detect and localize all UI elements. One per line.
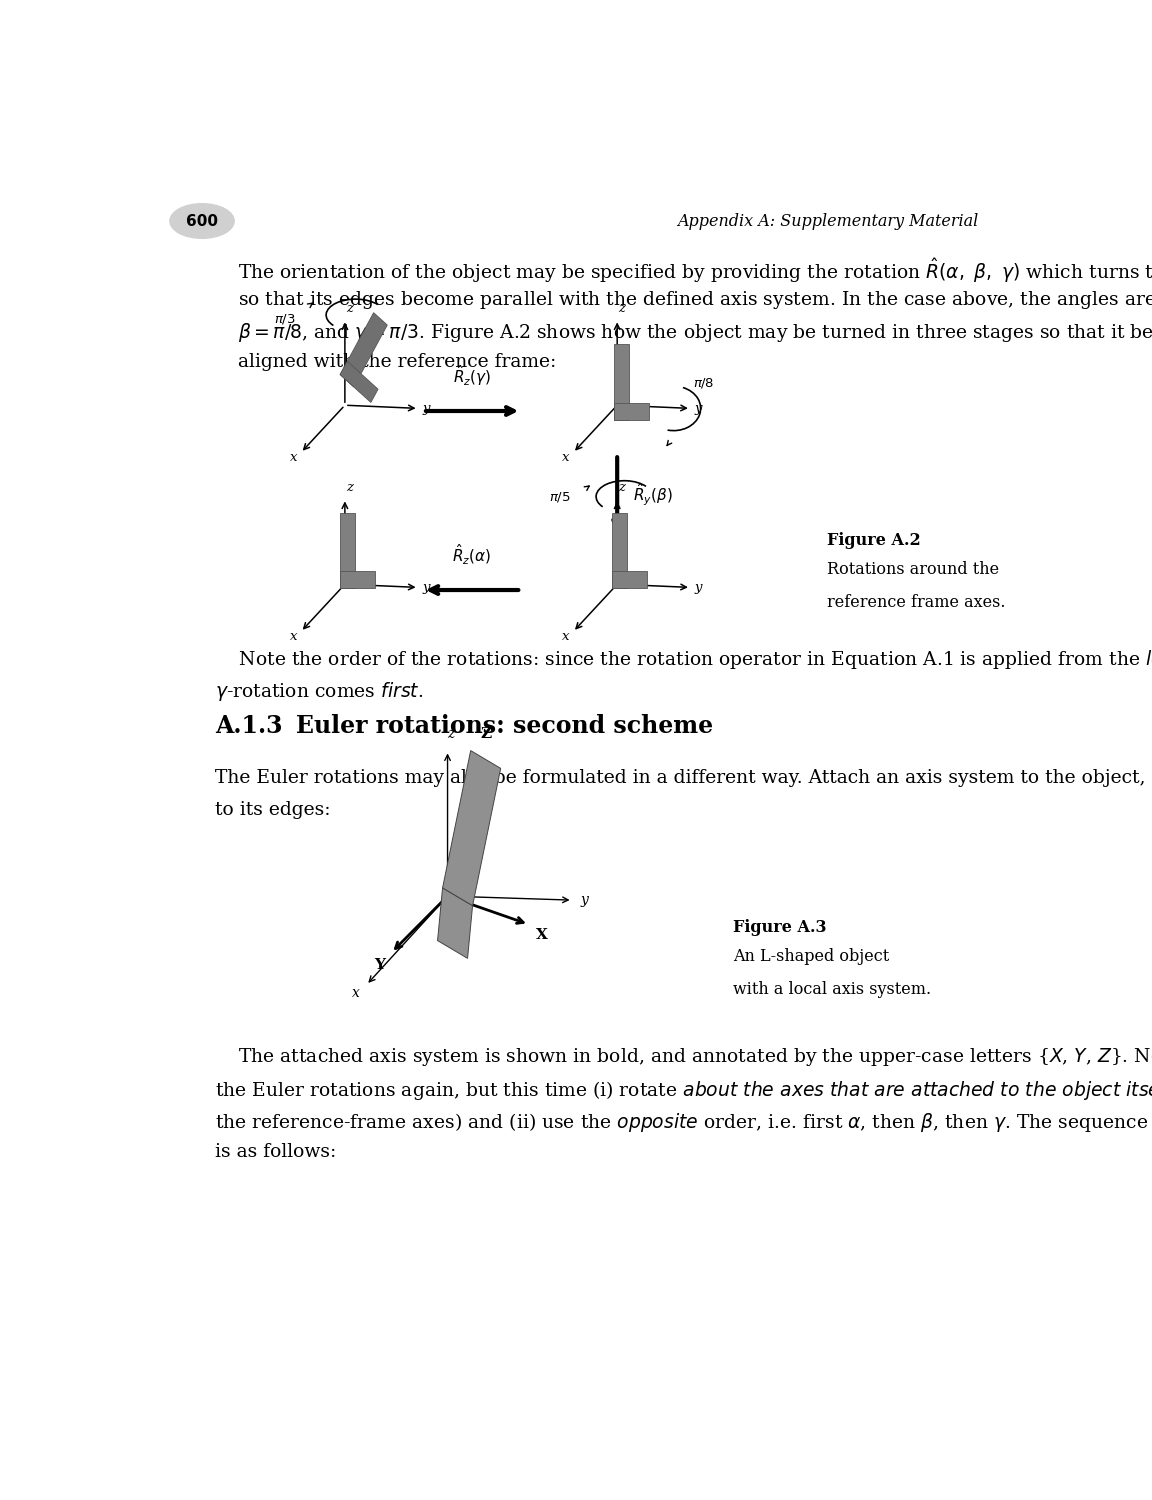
Text: The orientation of the object may be specified by providing the rotation $\hat{R: The orientation of the object may be spe… (237, 256, 1152, 285)
Text: $\hat{R}_z(\gamma)$: $\hat{R}_z(\gamma)$ (453, 363, 491, 388)
Text: Figure A.2: Figure A.2 (827, 532, 920, 549)
Text: Y: Y (374, 958, 385, 972)
Text: $\gamma$-rotation comes $\mathit{first}$.: $\gamma$-rotation comes $\mathit{first}$… (215, 680, 424, 703)
Text: z: z (619, 482, 626, 494)
Text: so that its edges become parallel with the defined axis system. In the case abov: so that its edges become parallel with t… (237, 288, 1152, 310)
Ellipse shape (169, 204, 234, 238)
Text: Rotations around the: Rotations around the (827, 561, 999, 579)
Text: z: z (346, 482, 353, 494)
Text: 600: 600 (185, 213, 218, 228)
Polygon shape (442, 750, 501, 906)
Text: Z: Z (480, 728, 492, 741)
Text: z: z (619, 302, 626, 315)
Text: $\hat{R}_y(\beta)$: $\hat{R}_y(\beta)$ (634, 482, 673, 508)
Text: x: x (290, 630, 297, 644)
Text: z: z (447, 728, 455, 741)
Polygon shape (340, 312, 387, 387)
Text: Note the order of the rotations: since the rotation operator in Equation A.1 is : Note the order of the rotations: since t… (215, 648, 1152, 670)
Polygon shape (340, 513, 355, 588)
Polygon shape (613, 572, 647, 588)
Text: with a local axis system.: with a local axis system. (733, 981, 931, 998)
Text: the Euler rotations again, but this time (i) rotate $\mathit{about\ the\ axes\ t: the Euler rotations again, but this time… (215, 1078, 1152, 1101)
Polygon shape (340, 362, 378, 402)
Polygon shape (340, 572, 374, 588)
Text: X: X (537, 928, 548, 942)
Text: y: y (423, 580, 430, 594)
Text: aligned with the reference frame:: aligned with the reference frame: (237, 354, 556, 372)
Text: is as follows:: is as follows: (215, 1143, 336, 1161)
Text: Figure A.3: Figure A.3 (733, 920, 827, 936)
Text: reference frame axes.: reference frame axes. (827, 594, 1006, 610)
Text: x: x (562, 452, 569, 464)
Text: The Euler rotations may also be formulated in a different way. Attach an axis sy: The Euler rotations may also be formulat… (215, 770, 1152, 788)
Text: $\beta = \pi/8$, and $\gamma = \pi/3$. Figure A.2 shows how the object may be tu: $\beta = \pi/8$, and $\gamma = \pi/3$. F… (237, 321, 1152, 344)
Text: Appendix A: Supplementary Material: Appendix A: Supplementary Material (677, 213, 979, 230)
Text: x: x (290, 452, 297, 464)
Text: y: y (695, 580, 703, 594)
Text: x: x (562, 630, 569, 644)
Polygon shape (438, 888, 472, 958)
Polygon shape (613, 513, 628, 588)
Text: to its edges:: to its edges: (215, 801, 331, 819)
Text: x: x (353, 986, 361, 1000)
Text: the reference-frame axes) and (ii) use the $\mathit{opposite}$ order, i.e. first: the reference-frame axes) and (ii) use t… (215, 1112, 1152, 1134)
Text: $\pi/3$: $\pi/3$ (274, 312, 296, 327)
Text: y: y (423, 402, 430, 416)
Text: Euler rotations: second scheme: Euler rotations: second scheme (296, 714, 713, 738)
Text: $\pi/8$: $\pi/8$ (694, 376, 714, 390)
Polygon shape (614, 345, 629, 420)
Text: y: y (581, 892, 588, 908)
Text: The attached axis system is shown in bold, and annotated by the upper-case lette: The attached axis system is shown in bol… (237, 1047, 1152, 1068)
Polygon shape (614, 402, 649, 420)
Text: $\hat{R}_z(\alpha)$: $\hat{R}_z(\alpha)$ (453, 543, 492, 567)
Text: $\pi/5$: $\pi/5$ (548, 489, 570, 504)
Text: z: z (346, 302, 353, 315)
Text: A.1.3: A.1.3 (215, 714, 283, 738)
Text: An L-shaped object: An L-shaped object (733, 948, 889, 966)
Text: y: y (695, 402, 703, 416)
